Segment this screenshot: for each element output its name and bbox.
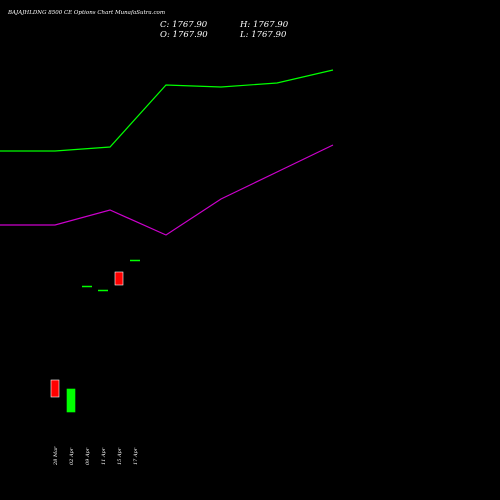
x-tick-label-5: 15 Apr xyxy=(117,447,123,465)
x-axis-ticks: 28 Mar 02 Apr 09 Apr 11 Apr 15 Apr 17 Apr xyxy=(53,446,139,466)
candle-5 xyxy=(114,271,124,286)
series-lines xyxy=(0,69,334,236)
x-tick-label-1: 28 Mar xyxy=(53,446,59,466)
chart-title: BAJAJHLDNG 8500 CE Options Chart MunafaS… xyxy=(7,10,165,16)
candle-1 xyxy=(50,379,60,398)
candles-group xyxy=(50,259,140,413)
x-tick-label-2: 02 Apr xyxy=(69,447,75,465)
series-line-1 xyxy=(0,69,334,152)
low-readout: L: 1767.90 xyxy=(239,30,287,40)
x-tick-label-6: 17 Apr xyxy=(133,447,139,465)
high-readout: H: 1767.90 xyxy=(239,20,289,30)
series-line-2 xyxy=(0,144,334,236)
open-readout: O: 1767.90 xyxy=(160,30,208,40)
x-tick-label-4: 11 Apr xyxy=(101,447,107,465)
x-tick-label-3: 09 Apr xyxy=(85,447,91,465)
close-readout: C: 1767.90 xyxy=(160,20,208,30)
candle-2 xyxy=(66,388,76,413)
